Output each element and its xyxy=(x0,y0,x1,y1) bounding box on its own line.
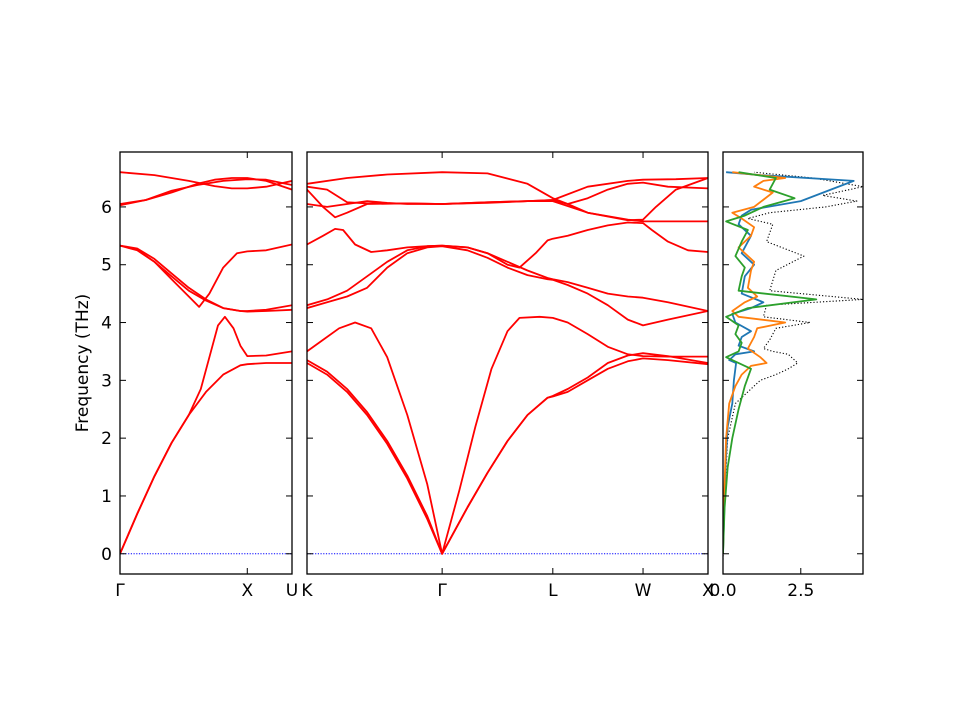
phonon-band-2-5 xyxy=(307,244,708,312)
y-tick-label: 4 xyxy=(101,314,112,334)
dos-x-tick-label: 2.5 xyxy=(787,581,814,601)
y-tick-label: 1 xyxy=(101,487,112,507)
panel-frame-2 xyxy=(306,151,709,575)
phonon-band-2-1 xyxy=(307,357,708,555)
dos-curve-3 xyxy=(723,171,787,554)
phonon-band-1-6 xyxy=(120,178,292,207)
x-tick-label: L xyxy=(548,581,558,601)
x-tick-label: X xyxy=(241,581,253,601)
phonon-band-1-7 xyxy=(120,177,292,205)
phonon-band-1-1 xyxy=(120,362,292,555)
panel-frame-1 xyxy=(119,151,293,575)
x-tick-label: Γ xyxy=(115,581,125,601)
phonon-band-2-9 xyxy=(307,185,708,223)
y-tick-label: 3 xyxy=(101,371,112,391)
phonon-band-1-5 xyxy=(120,244,292,313)
x-tick-label: X xyxy=(702,581,714,601)
phonon-band-2-10 xyxy=(307,171,708,205)
dos-curve-4 xyxy=(723,171,818,554)
phonon-band-1-8 xyxy=(120,171,292,190)
y-tick-label: 0 xyxy=(101,545,112,565)
phonon-band-2-4 xyxy=(307,245,708,327)
phonon-band-2-2 xyxy=(307,352,708,555)
y-tick-label: 5 xyxy=(101,256,112,276)
x-tick-label: U xyxy=(286,581,298,601)
phonon-band-2-7 xyxy=(307,177,708,222)
dos-curve-2 xyxy=(723,171,855,554)
dos-curve-1 xyxy=(723,171,863,560)
phonon-band-1-2 xyxy=(120,315,292,555)
dos-x-tick-label: 0.0 xyxy=(709,581,736,601)
phonon-band-2-3 xyxy=(307,315,708,555)
x-tick-label: K xyxy=(301,581,313,601)
x-tick-label: W xyxy=(635,581,652,601)
y-axis-label: Frequency (THz) xyxy=(73,294,93,433)
panel-frame-3 xyxy=(722,151,864,575)
y-tick-label: 2 xyxy=(101,429,112,449)
x-tick-label: Γ xyxy=(437,581,447,601)
y-tick-label: 6 xyxy=(101,198,112,218)
phonon-band-2-6 xyxy=(307,221,708,269)
